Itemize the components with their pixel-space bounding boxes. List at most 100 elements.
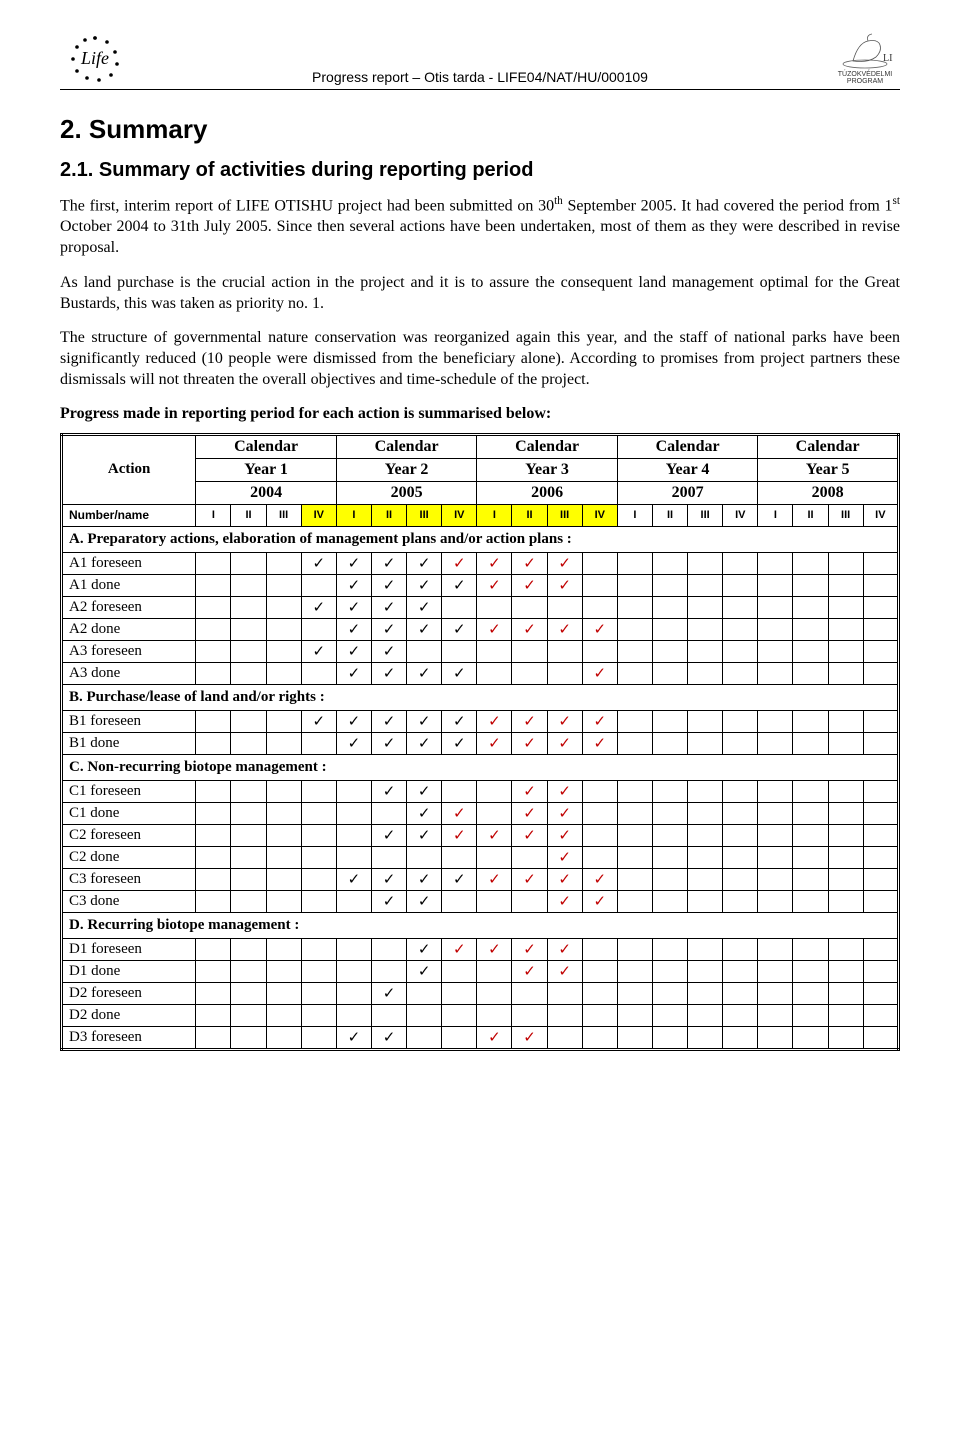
cell: ✓: [477, 938, 512, 960]
cell: [301, 732, 336, 754]
cell: [266, 596, 301, 618]
cell: [688, 982, 723, 1004]
cell: ✓: [371, 662, 406, 684]
cell: ✓: [512, 574, 547, 596]
cell: [196, 982, 231, 1004]
cell: [582, 846, 617, 868]
cell: [688, 802, 723, 824]
para1-sup1: th: [554, 195, 563, 207]
cell: [652, 960, 687, 982]
cell: [336, 960, 371, 982]
cell: [371, 802, 406, 824]
cell: ✓: [512, 710, 547, 732]
cell: [793, 824, 828, 846]
page-header: Life Progress report – Otis tarda - LIFE…: [60, 30, 900, 90]
cell: [407, 1026, 442, 1049]
cell: [477, 640, 512, 662]
cell: [617, 802, 652, 824]
cell: [758, 982, 793, 1004]
cell: [231, 802, 266, 824]
cell: ✓: [512, 552, 547, 574]
cell: [336, 890, 371, 912]
cell: [477, 960, 512, 982]
row-label: A3 done: [62, 662, 196, 684]
cell: [301, 868, 336, 890]
cell: [723, 596, 758, 618]
cell: ✓: [477, 552, 512, 574]
cell: [758, 640, 793, 662]
section-row: C. Non-recurring biotope management :: [62, 754, 899, 780]
cell: [723, 732, 758, 754]
cell: ✓: [442, 552, 477, 574]
cell: ✓: [547, 938, 582, 960]
cell: [793, 574, 828, 596]
cell: [266, 1004, 301, 1026]
cell: [617, 574, 652, 596]
yearnum-header: 2004: [196, 481, 337, 504]
quarter-header: IV: [863, 504, 898, 526]
cell: [863, 596, 898, 618]
cell: ✓: [407, 802, 442, 824]
cell: [477, 1004, 512, 1026]
cell: [863, 982, 898, 1004]
row-label: A2 foreseen: [62, 596, 196, 618]
cell: [758, 710, 793, 732]
cell: [231, 780, 266, 802]
cell: ✓: [371, 618, 406, 640]
cell: [688, 868, 723, 890]
cell: [231, 982, 266, 1004]
cell: [196, 618, 231, 640]
cell: [547, 596, 582, 618]
cell: [863, 824, 898, 846]
cell: [442, 982, 477, 1004]
cell: [723, 618, 758, 640]
cell: ✓: [371, 890, 406, 912]
cell: [336, 824, 371, 846]
table-row: B1 foreseen✓✓✓✓✓✓✓✓✓: [62, 710, 899, 732]
cell: ✓: [336, 1026, 371, 1049]
row-label: A1 done: [62, 574, 196, 596]
cell: [266, 574, 301, 596]
cell: ✓: [301, 596, 336, 618]
cell: ✓: [547, 824, 582, 846]
cell: [793, 618, 828, 640]
header-title: Progress report – Otis tarda - LIFE04/NA…: [130, 69, 830, 85]
cell: [266, 890, 301, 912]
cell: [793, 662, 828, 684]
cell: [758, 1026, 793, 1049]
quarter-header: II: [512, 504, 547, 526]
cell: [301, 574, 336, 596]
cell: [266, 960, 301, 982]
cell: [617, 1026, 652, 1049]
cell: [266, 640, 301, 662]
cell: [196, 662, 231, 684]
cell: [863, 890, 898, 912]
cell: [617, 824, 652, 846]
cell: ✓: [407, 552, 442, 574]
cell: [196, 868, 231, 890]
cell: [582, 824, 617, 846]
row-label: C1 foreseen: [62, 780, 196, 802]
cell: [828, 982, 863, 1004]
cell: [582, 640, 617, 662]
cell: ✓: [371, 732, 406, 754]
cell: [723, 1026, 758, 1049]
cell: [652, 1026, 687, 1049]
table-row: C2 done✓: [62, 846, 899, 868]
cell: [793, 596, 828, 618]
cell: [617, 938, 652, 960]
cell: [617, 960, 652, 982]
cell: [231, 662, 266, 684]
cell: [231, 824, 266, 846]
row-label: D1 foreseen: [62, 938, 196, 960]
row-label: C1 done: [62, 802, 196, 824]
paragraph-1: The first, interim report of LIFE OTISHU…: [60, 194, 900, 259]
cell: [828, 574, 863, 596]
cell: [547, 1026, 582, 1049]
cell: ✓: [407, 662, 442, 684]
table-row: A3 foreseen✓✓✓: [62, 640, 899, 662]
cell: [793, 868, 828, 890]
cell: [266, 938, 301, 960]
cell: [723, 1004, 758, 1026]
cell: [652, 890, 687, 912]
